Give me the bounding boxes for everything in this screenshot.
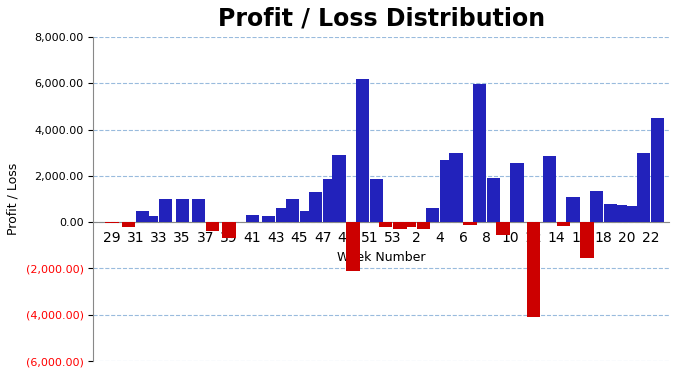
- Bar: [285, 199, 299, 222]
- Bar: [557, 222, 571, 226]
- Bar: [487, 178, 500, 222]
- Bar: [613, 205, 627, 222]
- Bar: [379, 222, 393, 227]
- Bar: [370, 180, 383, 222]
- Bar: [356, 79, 369, 222]
- Bar: [105, 222, 118, 223]
- Bar: [637, 153, 650, 222]
- Bar: [159, 199, 172, 222]
- Bar: [440, 160, 454, 222]
- Bar: [262, 217, 275, 222]
- Bar: [276, 208, 289, 222]
- Bar: [450, 153, 462, 222]
- Bar: [651, 118, 664, 222]
- Bar: [566, 197, 580, 222]
- Bar: [206, 222, 219, 232]
- Bar: [581, 222, 594, 258]
- Y-axis label: Profit / Loss: Profit / Loss: [7, 163, 20, 235]
- Bar: [496, 222, 510, 235]
- Bar: [426, 208, 439, 222]
- Bar: [627, 206, 641, 222]
- Title: Profit / Loss Distribution: Profit / Loss Distribution: [218, 7, 545, 31]
- X-axis label: Week Number: Week Number: [337, 251, 425, 264]
- Bar: [245, 215, 259, 222]
- Bar: [464, 222, 477, 224]
- Bar: [416, 222, 430, 229]
- Bar: [176, 199, 189, 222]
- Bar: [393, 222, 406, 229]
- Bar: [527, 222, 540, 317]
- Bar: [323, 180, 337, 222]
- Bar: [309, 192, 322, 222]
- Bar: [543, 156, 556, 222]
- Bar: [136, 211, 149, 222]
- Bar: [299, 211, 313, 222]
- Bar: [604, 204, 617, 222]
- Bar: [590, 191, 603, 222]
- Bar: [402, 222, 416, 227]
- Bar: [192, 199, 206, 222]
- Bar: [222, 222, 236, 238]
- Bar: [510, 163, 524, 222]
- Bar: [333, 155, 345, 222]
- Bar: [145, 217, 158, 222]
- Bar: [122, 222, 135, 227]
- Bar: [346, 222, 360, 271]
- Bar: [473, 85, 486, 222]
